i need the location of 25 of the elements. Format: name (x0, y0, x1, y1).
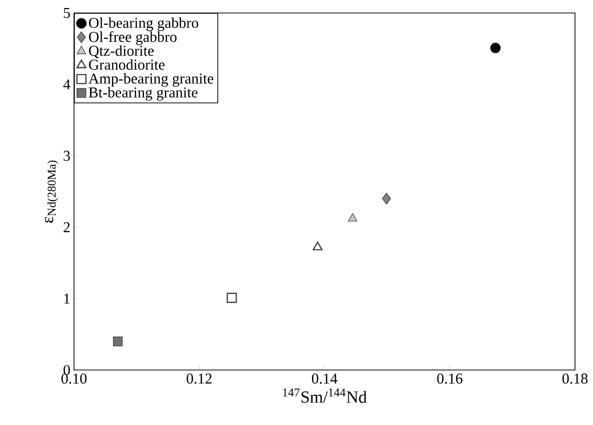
x-axis-title: $^{147}$Sm/$^{144}$Nd (283, 388, 367, 403)
point (226, 292, 237, 303)
point (382, 192, 391, 204)
point (490, 42, 501, 54)
legend-label: Ol-free gabbro (89, 31, 177, 46)
y-tick-label: 2 (64, 222, 70, 232)
y-tick-label: 0 (64, 364, 70, 376)
legend-label: Bt-bearing granite (88, 86, 198, 101)
legend-label: Qtz-diorite (89, 45, 154, 58)
x-tick-label: 0.14 (312, 374, 338, 384)
x-tick-label: 0.10 (61, 374, 87, 384)
y-tick-label: 3 (64, 150, 70, 161)
point (113, 336, 123, 346)
y-tick-label: 1 (64, 294, 70, 304)
x-tick-label: 0.18 (562, 374, 588, 384)
x-tick-label: 0.16 (437, 374, 462, 384)
legend-label: Granodiorite (89, 59, 165, 70)
legend-label: Ol-bearing gabbro (89, 17, 198, 32)
y-tick-label: 4 (63, 79, 70, 90)
point (348, 213, 358, 222)
y-axis-title: ε$_{Nd(280Ma)}$ (45, 160, 58, 223)
y-tick-label: 5 (64, 8, 70, 18)
legend-label: Amp-bearing granite (88, 73, 214, 87)
x-tick-label: 0.12 (186, 374, 212, 384)
point (312, 242, 323, 250)
